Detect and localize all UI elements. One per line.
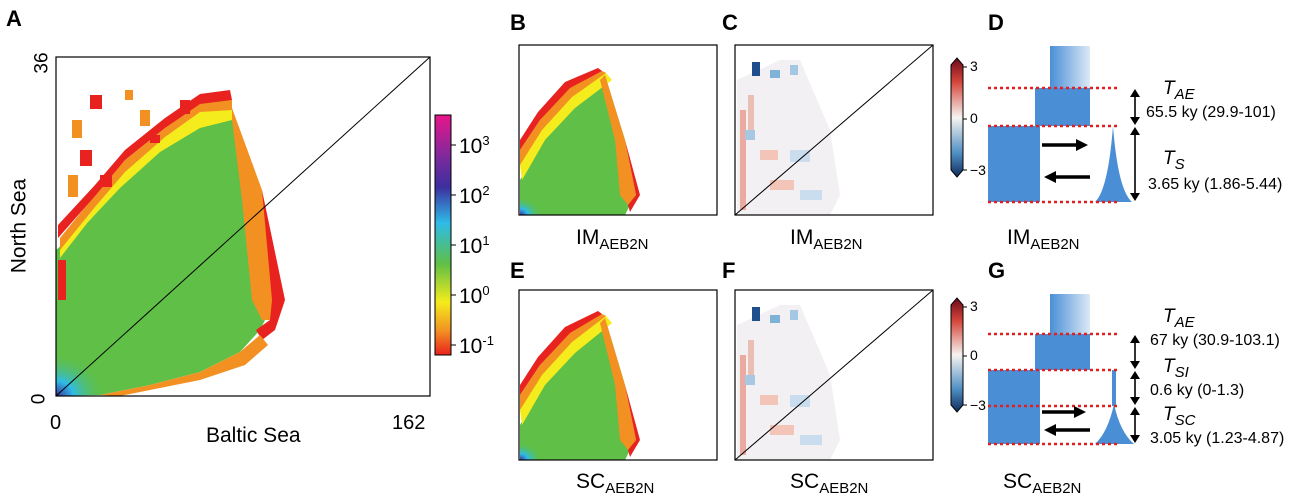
caption-b: IMAEB2N — [576, 226, 649, 253]
colorbar-tick-3: 103 — [459, 133, 490, 158]
x-axis-max: 162 — [392, 412, 426, 434]
panel-label-b: B — [510, 10, 526, 35]
colorbar-c — [950, 57, 964, 178]
d-t2-label: TS — [1163, 148, 1185, 173]
x-axis-title: Baltic Sea — [206, 424, 301, 447]
residual-tick-top-c: 3 — [970, 58, 978, 74]
y-axis-min: 0 — [28, 393, 50, 405]
panel-a-diagonal — [55, 56, 431, 397]
colorbar-tick-0: 100 — [459, 283, 490, 308]
panel-label-a: A — [6, 6, 22, 31]
colorbar-f — [950, 297, 964, 413]
panel-c-residuals — [737, 60, 840, 215]
caption-g: SCAEB2N — [1003, 470, 1082, 497]
panel-b-frame — [518, 44, 718, 216]
caption-e: SCAEB2N — [576, 470, 655, 497]
colorbar-a — [434, 114, 452, 356]
g-t1-label: TAE — [1163, 306, 1195, 331]
residual-tick-mid-f: 0 — [970, 347, 978, 363]
panel-f-frame — [734, 289, 934, 461]
y-axis-max: 36 — [31, 52, 53, 74]
panel-label-f: F — [722, 258, 736, 283]
d-t1-label: TAE — [1163, 78, 1195, 103]
panel-c-frame — [734, 44, 934, 216]
panel-g-diagram — [988, 294, 1140, 446]
panel-a-heatmap — [56, 90, 285, 396]
panel-label-g: G — [988, 258, 1006, 283]
caption-c: IMAEB2N — [790, 226, 863, 253]
panel-f-diagonal — [734, 289, 934, 461]
residual-tick-bottom-c: −3 — [970, 162, 986, 178]
caption-f: SCAEB2N — [790, 470, 869, 497]
g-t1-value: 67 ky (30.9-103.1) — [1150, 332, 1280, 349]
panel-d-diagram — [988, 46, 1140, 204]
panel-b-heatmap — [520, 68, 640, 215]
y-axis-title: North Sea — [7, 178, 31, 274]
panel-label-e: E — [510, 258, 525, 283]
residual-tick-mid-c: 0 — [970, 110, 978, 126]
panel-label-c: C — [722, 10, 738, 35]
g-t2-value: 0.6 ky (0-1.3) — [1150, 382, 1245, 399]
panel-label-d: D — [988, 10, 1004, 35]
colorbar-tick-minus1: 10-1 — [459, 333, 494, 358]
g-t3-value: 3.05 ky (1.23-4.87) — [1150, 430, 1285, 447]
caption-d: IMAEB2N — [1007, 226, 1080, 253]
panel-f-residuals — [737, 305, 840, 460]
panel-a-frame — [55, 56, 431, 397]
colorbar-tick-1: 101 — [459, 233, 490, 258]
d-t2-value: 3.65 ky (1.86-5.44) — [1148, 176, 1283, 193]
panel-e-frame — [518, 289, 718, 461]
colorbar-tick-2: 102 — [459, 183, 490, 208]
panel-e-heatmap — [520, 311, 640, 460]
residual-tick-bottom-f: −3 — [970, 397, 986, 413]
g-t3-label: TSC — [1163, 404, 1196, 429]
residual-tick-top-f: 3 — [970, 298, 978, 314]
panel-c-diagonal — [734, 44, 934, 216]
x-axis-min: 0 — [50, 412, 62, 434]
g-t2-label: TSI — [1163, 356, 1189, 381]
d-t1-value: 65.5 ky (29.9-101) — [1146, 104, 1276, 121]
